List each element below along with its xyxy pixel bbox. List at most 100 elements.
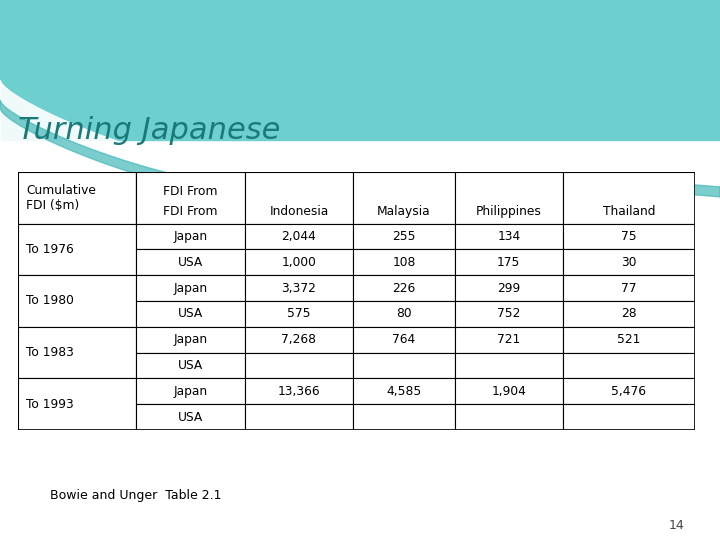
Text: 299: 299: [498, 281, 521, 295]
Text: 1,000: 1,000: [282, 256, 316, 269]
Bar: [137, 172, 245, 224]
Bar: [137, 327, 245, 353]
Text: To 1993: To 1993: [26, 397, 74, 411]
Bar: [353, 172, 454, 224]
Text: 3,372: 3,372: [282, 281, 316, 295]
Bar: [245, 172, 353, 224]
Text: 77: 77: [621, 281, 636, 295]
Text: Indonesia: Indonesia: [269, 205, 328, 219]
Bar: [454, 249, 563, 275]
Bar: [18, 172, 137, 224]
Text: 226: 226: [392, 281, 415, 295]
Bar: [353, 224, 454, 249]
Bar: [245, 327, 353, 353]
Bar: [137, 379, 245, 404]
Bar: [563, 301, 695, 327]
Text: 752: 752: [497, 307, 521, 320]
Polygon shape: [0, 0, 720, 140]
Text: 80: 80: [396, 307, 412, 320]
Bar: [353, 327, 454, 353]
Bar: [353, 404, 454, 430]
Bar: [563, 404, 695, 430]
Text: Malaysia: Malaysia: [377, 205, 431, 219]
Text: 5,476: 5,476: [611, 385, 647, 398]
Bar: [454, 275, 563, 301]
Bar: [353, 249, 454, 275]
Text: 2,044: 2,044: [282, 230, 316, 243]
Text: 721: 721: [498, 333, 521, 346]
Text: To 1976: To 1976: [26, 243, 74, 256]
Polygon shape: [0, 80, 720, 240]
Text: 13,366: 13,366: [278, 385, 320, 398]
Text: 75: 75: [621, 230, 636, 243]
Bar: [245, 301, 353, 327]
Bar: [245, 224, 353, 249]
Text: Japan: Japan: [174, 333, 207, 346]
Text: 4,585: 4,585: [386, 385, 421, 398]
Bar: [454, 224, 563, 249]
Text: Japan: Japan: [174, 385, 207, 398]
Bar: [245, 275, 353, 301]
Text: Japan: Japan: [174, 281, 207, 295]
Bar: [245, 379, 353, 404]
Bar: [245, 404, 353, 430]
Text: USA: USA: [178, 256, 203, 269]
Bar: [18, 327, 137, 379]
Bar: [137, 275, 245, 301]
Text: Cumulative
FDI ($m): Cumulative FDI ($m): [26, 184, 96, 212]
Text: 30: 30: [621, 256, 636, 269]
Text: 255: 255: [392, 230, 415, 243]
Text: 134: 134: [498, 230, 521, 243]
Bar: [454, 301, 563, 327]
Text: 7,268: 7,268: [282, 333, 317, 346]
Text: FDI From: FDI From: [163, 205, 218, 219]
Bar: [563, 327, 695, 353]
Bar: [454, 404, 563, 430]
Bar: [137, 404, 245, 430]
Text: 28: 28: [621, 307, 636, 320]
Text: 764: 764: [392, 333, 415, 346]
Bar: [18, 224, 137, 275]
Bar: [353, 379, 454, 404]
Bar: [18, 275, 137, 327]
Polygon shape: [0, 100, 720, 206]
Text: Turning Japanese: Turning Japanese: [18, 116, 280, 145]
Text: USA: USA: [178, 410, 203, 423]
Bar: [454, 327, 563, 353]
Text: 108: 108: [392, 256, 415, 269]
Bar: [353, 353, 454, 379]
Bar: [563, 379, 695, 404]
Bar: [454, 353, 563, 379]
Bar: [563, 353, 695, 379]
Text: 575: 575: [287, 307, 311, 320]
Bar: [137, 353, 245, 379]
Bar: [137, 301, 245, 327]
Text: Thailand: Thailand: [603, 205, 655, 219]
Text: Japan: Japan: [174, 230, 207, 243]
Text: 14: 14: [668, 519, 684, 532]
Text: To 1980: To 1980: [26, 294, 74, 307]
Bar: [353, 301, 454, 327]
Text: FDI From: FDI From: [163, 185, 218, 198]
Bar: [137, 249, 245, 275]
Bar: [454, 379, 563, 404]
Text: USA: USA: [178, 307, 203, 320]
Polygon shape: [150, 198, 720, 267]
Bar: [353, 275, 454, 301]
Bar: [18, 379, 137, 430]
Text: Philippines: Philippines: [476, 205, 541, 219]
Bar: [563, 224, 695, 249]
Text: To 1983: To 1983: [26, 346, 74, 359]
Bar: [245, 353, 353, 379]
Text: 1,904: 1,904: [491, 385, 526, 398]
Bar: [245, 249, 353, 275]
Bar: [563, 172, 695, 224]
Bar: [137, 172, 245, 224]
Text: Bowie and Unger  Table 2.1: Bowie and Unger Table 2.1: [50, 489, 222, 503]
Text: 175: 175: [497, 256, 521, 269]
Bar: [137, 224, 245, 249]
Bar: [563, 275, 695, 301]
Bar: [454, 172, 563, 224]
Polygon shape: [0, 170, 720, 540]
Text: 521: 521: [617, 333, 641, 346]
